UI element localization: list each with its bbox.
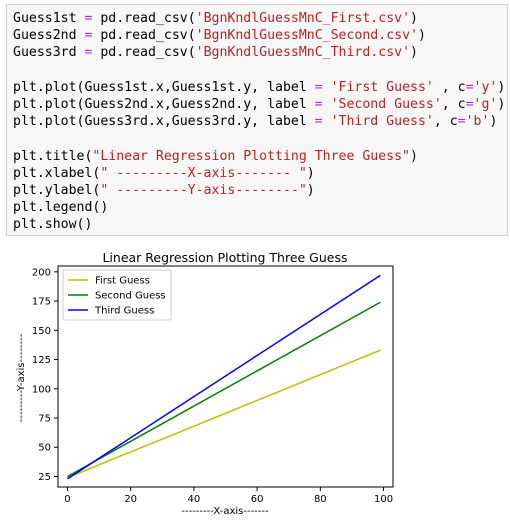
code-line: plt.ylabel(" ---------Y-axis--------") bbox=[13, 182, 507, 199]
code-token: ) bbox=[306, 165, 315, 181]
y-axis-label: ---------Y-axis-------- bbox=[16, 333, 27, 422]
code-token: 'First Guess' bbox=[330, 79, 434, 95]
code-token: = bbox=[457, 114, 466, 130]
code-token: plt.title( bbox=[13, 148, 93, 164]
code-token: ) bbox=[417, 28, 426, 44]
series-lines bbox=[67, 274, 381, 480]
y-tick-label: 150 bbox=[32, 326, 51, 337]
code-token: , c bbox=[433, 114, 458, 130]
code-token: Guess2nd bbox=[13, 28, 85, 44]
x-tick-label: 40 bbox=[188, 494, 201, 505]
code-token: " ---------X-axis------- " bbox=[100, 165, 307, 181]
code-token: 'BgnKndlGuessMnC_Second.csv' bbox=[195, 28, 418, 44]
code-line: plt.title("Linear Regression Plotting Th… bbox=[13, 148, 507, 165]
code-token: ) bbox=[410, 45, 418, 61]
code-token: Guess1st bbox=[13, 11, 85, 26]
code-token: = bbox=[314, 79, 323, 95]
legend-label: Second Guess bbox=[95, 291, 166, 302]
series-line-third-guess bbox=[67, 274, 381, 480]
code-token: plt.plot(Guess3rd.x,Guess3rd.y, label bbox=[13, 114, 315, 130]
code-line: plt.show() bbox=[13, 216, 507, 233]
x-axis: 0 20 40 60 80 100 bbox=[64, 487, 393, 505]
code-cell[interactable]: Guess1st = pd.read_csv('BgnKndlGuessMnC_… bbox=[6, 4, 508, 236]
code-token: 'y' bbox=[473, 79, 498, 95]
code-token: ) bbox=[410, 148, 418, 164]
x-tick-label: 80 bbox=[314, 494, 327, 505]
code-line: plt.plot(Guess3rd.x,Guess3rd.y, label = … bbox=[13, 113, 507, 130]
code-line: plt.legend() bbox=[13, 199, 507, 216]
code-line: Guess1st = pd.read_csv('BgnKndlGuessMnC_… bbox=[13, 10, 507, 27]
code-token: ) bbox=[497, 79, 506, 95]
code-token: 'Third Guess' bbox=[330, 114, 434, 130]
x-axis-label: ---------X-axis------- bbox=[181, 506, 269, 517]
code-token: "Linear Regression Plotting Three Guess" bbox=[92, 148, 410, 164]
code-line: Guess2nd = pd.read_csv('BgnKndlGuessMnC_… bbox=[13, 27, 507, 44]
output-area: Linear Regression Plotting Three Guess 2… bbox=[0, 240, 510, 524]
code-token: 'BgnKndlGuessMnC_First.csv' bbox=[195, 11, 411, 26]
code-token: pd.read_csv( bbox=[92, 28, 196, 44]
code-token: " ---------Y-axis--------" bbox=[100, 182, 307, 198]
y-tick-label: 125 bbox=[32, 355, 51, 366]
code-token bbox=[323, 114, 331, 129]
x-tick-label: 100 bbox=[374, 494, 393, 505]
legend: First Guess Second Guess Third Guess bbox=[62, 269, 172, 321]
code-token: , c bbox=[441, 96, 466, 112]
code-token: plt.plot(Guess2nd.x,Guess2nd.y, label bbox=[13, 96, 315, 112]
code-line bbox=[13, 62, 507, 79]
code-token: plt.show() bbox=[13, 217, 93, 233]
y-tick-label: 100 bbox=[32, 384, 51, 395]
code-token: pd.read_csv( bbox=[92, 45, 196, 61]
code-token: plt.ylabel( bbox=[13, 182, 101, 198]
y-tick-label: 200 bbox=[32, 267, 51, 278]
code-token: plt.plot(Guess1st.x,Guess1st.y, label bbox=[13, 79, 315, 95]
y-tick-label: 25 bbox=[38, 472, 51, 483]
code-token: = bbox=[84, 45, 93, 61]
line-chart: Linear Regression Plotting Three Guess 2… bbox=[16, 250, 394, 517]
code-line: Guess3rd = pd.read_csv('BgnKndlGuessMnC_… bbox=[13, 44, 507, 61]
series-line-second-guess bbox=[67, 301, 381, 478]
code-token: 'Second Guess' bbox=[330, 96, 442, 112]
code-token: ) bbox=[306, 182, 315, 198]
legend-box bbox=[62, 269, 172, 321]
code-token: 'b' bbox=[465, 114, 490, 130]
code-token: = bbox=[314, 96, 323, 112]
code-token: = bbox=[84, 11, 93, 26]
y-tick-label: 75 bbox=[38, 414, 51, 425]
code-line: plt.plot(Guess2nd.x,Guess2nd.y, label = … bbox=[13, 96, 507, 113]
x-tick-label: 20 bbox=[124, 494, 137, 505]
legend-label: First Guess bbox=[95, 276, 150, 287]
code-token: ) bbox=[410, 11, 418, 26]
x-tick-label: 60 bbox=[251, 494, 264, 505]
chart-title: Linear Regression Plotting Three Guess bbox=[102, 250, 347, 265]
code-token: = bbox=[314, 114, 323, 130]
code-token: = bbox=[465, 79, 474, 95]
code-token: ) bbox=[497, 96, 506, 112]
code-token: plt.legend() bbox=[13, 200, 109, 216]
code-line bbox=[13, 130, 507, 147]
legend-label: Third Guess bbox=[94, 306, 154, 317]
code-token: = bbox=[84, 28, 93, 44]
code-token: ) bbox=[489, 114, 498, 130]
code-token: Guess3rd bbox=[13, 45, 85, 61]
code-token: plt.xlabel( bbox=[13, 165, 101, 181]
code-token: = bbox=[465, 96, 474, 112]
y-tick-label: 50 bbox=[38, 443, 51, 454]
code-line: plt.xlabel(" ---------X-axis------- ") bbox=[13, 165, 507, 182]
code-line: plt.plot(Guess1st.x,Guess1st.y, label = … bbox=[13, 79, 507, 96]
code-token: pd.read_csv( bbox=[92, 11, 196, 26]
x-tick-label: 0 bbox=[64, 494, 70, 505]
code-token bbox=[323, 97, 331, 112]
code-token: 'g' bbox=[473, 96, 498, 112]
code-token bbox=[323, 80, 331, 95]
code-token: 'BgnKndlGuessMnC_Third.csv' bbox=[195, 45, 411, 61]
code-token: , c bbox=[433, 79, 466, 95]
y-tick-label: 175 bbox=[32, 297, 51, 308]
series-line-first-guess bbox=[67, 349, 381, 479]
y-axis: 25 50 75 100 125 150 175 200 bbox=[32, 267, 58, 483]
